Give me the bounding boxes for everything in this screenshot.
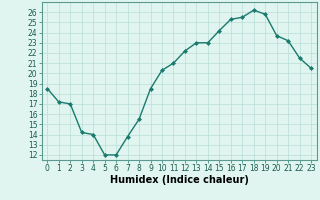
X-axis label: Humidex (Indice chaleur): Humidex (Indice chaleur) <box>110 175 249 185</box>
